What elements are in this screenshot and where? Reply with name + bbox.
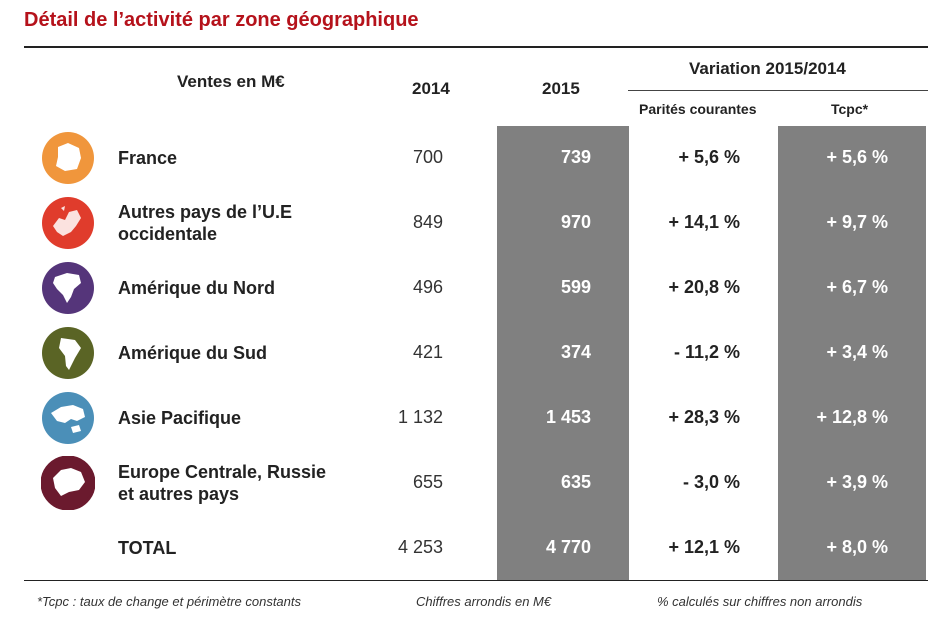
zone-label: Asie Pacifique <box>118 408 242 428</box>
zone-label-line2: occidentale <box>118 224 218 244</box>
footnote-tcpc: *Tcpc : taux de change et périmètre cons… <box>37 594 302 609</box>
table-bottom-rule <box>24 580 928 581</box>
variation-parites: + 14,1 % <box>668 212 740 232</box>
zone-label: Autres pays de l’U.E occidentale <box>118 201 292 245</box>
variation-tcpc: + 8,0 % <box>826 537 888 557</box>
variation-tcpc: + 12,8 % <box>816 407 888 427</box>
header-ventes: Ventes en M€ <box>177 72 285 91</box>
europe-map-icon <box>41 196 95 250</box>
table-top-rule <box>24 46 928 48</box>
zone-label-line2: et autres pays <box>118 484 240 504</box>
russia-map-icon <box>41 456 95 510</box>
value-2014: 4 253 <box>397 537 443 557</box>
value-2015: 374 <box>560 342 591 362</box>
zone-label: TOTAL <box>118 538 177 558</box>
south-america-map-icon <box>41 326 95 380</box>
value-2014: 849 <box>412 212 443 232</box>
variation-tcpc: + 3,4 % <box>826 342 888 362</box>
header-tcpc: Tcpc* <box>831 101 869 117</box>
variation-rule <box>628 90 928 91</box>
variation-parites: - 3,0 % <box>682 472 740 492</box>
column-2015-background <box>497 126 629 580</box>
table-row: Asie Pacifique 1 132 1 453 + 28,3 % + 12… <box>0 388 944 448</box>
table-row: Amérique du Nord 496 599 + 20,8 % + 6,7 … <box>0 258 944 318</box>
north-america-map-icon <box>41 261 95 315</box>
value-2015: 4 770 <box>545 537 591 557</box>
value-2014: 655 <box>412 472 443 492</box>
table-row: Europe Centrale, Russie et autres pays 6… <box>0 453 944 513</box>
header-variation: Variation 2015/2014 <box>689 59 846 78</box>
table-row: France 700 739 + 5,6 % + 5,6 % <box>0 128 944 188</box>
table-row: Autres pays de l’U.E occidentale 849 970… <box>0 193 944 253</box>
value-2014: 421 <box>412 342 443 362</box>
variation-parites: + 20,8 % <box>668 277 740 297</box>
footnote-percent: % calculés sur chiffres non arrondis <box>657 594 863 609</box>
variation-tcpc: + 5,6 % <box>826 147 888 167</box>
value-2014: 700 <box>412 147 443 167</box>
value-2015: 1 453 <box>545 407 591 427</box>
zone-label: Amérique du Sud <box>118 343 268 363</box>
value-2014: 1 132 <box>397 407 443 427</box>
variation-parites: - 11,2 % <box>673 342 740 362</box>
footnote-rounded: Chiffres arrondis en M€ <box>416 594 552 609</box>
variation-tcpc: + 3,9 % <box>826 472 888 492</box>
value-2015: 599 <box>560 277 591 297</box>
variation-tcpc: + 6,7 % <box>826 277 888 297</box>
variation-parites: + 12,1 % <box>668 537 740 557</box>
value-2014: 496 <box>412 277 443 297</box>
header-2015: 2015 <box>542 79 580 98</box>
variation-parites: + 5,6 % <box>678 147 740 167</box>
value-2015: 635 <box>560 472 591 492</box>
zone-label: France <box>118 148 178 168</box>
variation-parites: + 28,3 % <box>668 407 740 427</box>
table-row-total: TOTAL 4 253 4 770 + 12,1 % + 8,0 % <box>0 518 944 578</box>
header-parites: Parités courantes <box>639 101 757 117</box>
zone-label: Amérique du Nord <box>118 278 276 298</box>
column-tcpc-background <box>778 126 926 580</box>
france-map-icon <box>41 131 95 185</box>
value-2015: 970 <box>560 212 591 232</box>
page-title: Détail de l’activité par zone géographiq… <box>24 9 419 31</box>
table-row: Amérique du Sud 421 374 - 11,2 % + 3,4 % <box>0 323 944 383</box>
header-2014: 2014 <box>412 79 450 98</box>
asia-pacific-map-icon <box>41 391 95 445</box>
value-2015: 739 <box>560 147 591 167</box>
zone-label-line1: Autres pays de l’U.E <box>118 202 293 222</box>
zone-label-line1: Europe Centrale, Russie <box>118 462 327 482</box>
variation-tcpc: + 9,7 % <box>826 212 888 232</box>
zone-label: Europe Centrale, Russie et autres pays <box>118 461 326 505</box>
